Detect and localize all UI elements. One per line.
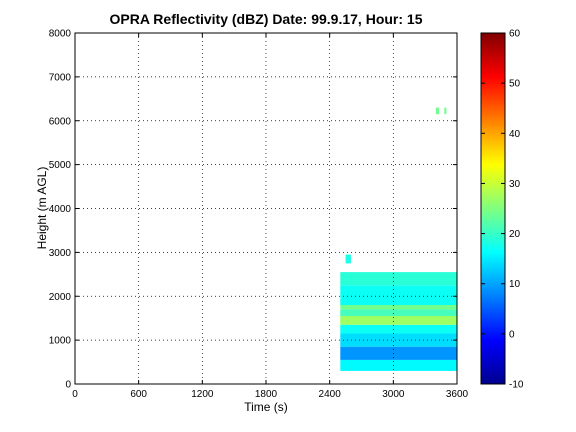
x-tick-label: 1800 [255, 389, 278, 400]
colorbar-tick-label: 40 [509, 129, 521, 140]
grid-lines [75, 33, 457, 384]
y-tick-label: 5000 [49, 160, 72, 171]
echo-layer [340, 107, 457, 371]
x-tick-label: 3000 [382, 389, 405, 400]
x-axis-ticks: 0 600 1200 1800 2400 3000 3600 [72, 33, 469, 400]
echo-region [340, 359, 457, 371]
colorbar-tick-label: 50 [509, 79, 521, 90]
y-tick-label: 3000 [49, 248, 72, 259]
chart-title: OPRA Reflectivity (dBZ) Date: 99.9.17, H… [109, 11, 422, 27]
echo-region [435, 107, 439, 115]
colorbar-tick-label: -10 [509, 380, 524, 391]
y-axis-label: Height (m AGL) [35, 167, 49, 250]
y-tick-label: 7000 [49, 72, 72, 83]
x-tick-label: 2400 [319, 389, 342, 400]
colorbar-tick-label: 30 [509, 179, 521, 190]
echo-region [340, 272, 457, 286]
echo-region [340, 316, 457, 325]
y-tick-label: 8000 [49, 29, 72, 40]
colorbar-tick-label: 10 [509, 279, 521, 290]
colorbar-tick-label: 60 [509, 29, 521, 40]
colorbar-tick-label: 0 [509, 329, 515, 340]
y-tick-label: 1000 [49, 336, 72, 347]
y-tick-label: 0 [65, 380, 71, 391]
x-tick-label: 600 [130, 389, 147, 400]
x-tick-label: 0 [72, 389, 78, 400]
echo-region [444, 107, 447, 115]
y-tick-label: 2000 [49, 292, 72, 303]
y-tick-label: 6000 [49, 116, 72, 127]
echo-region [340, 324, 457, 334]
echo-region [340, 305, 457, 310]
echo-region [340, 285, 457, 305]
y-axis-ticks: 0 1000 2000 3000 4000 5000 6000 7000 8000 [49, 29, 457, 391]
echo-region [345, 254, 351, 264]
y-tick-label: 4000 [49, 204, 72, 215]
x-tick-label: 3600 [446, 389, 469, 400]
x-axis-label: Time (s) [244, 400, 288, 414]
echo-region [340, 346, 457, 360]
colorbar-tick-label: 20 [509, 229, 521, 240]
colorbar [480, 32, 506, 385]
echo-region [340, 309, 457, 316]
echo-region [340, 333, 457, 347]
x-tick-label: 1200 [191, 389, 214, 400]
colorbar-ticks: -10 0 10 20 30 40 50 60 [481, 29, 524, 391]
